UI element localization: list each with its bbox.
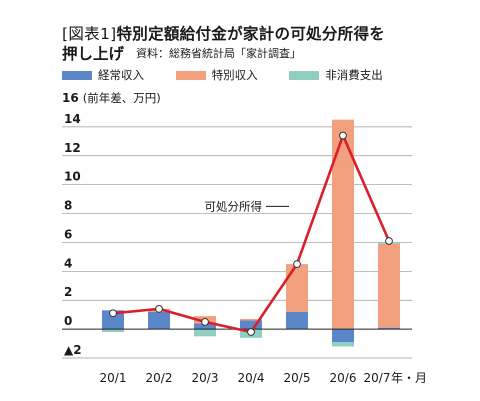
point-disposable-income-20-3	[201, 317, 209, 326]
bar-regular-income-20-7	[378, 327, 400, 330]
point-disposable-income-20-4	[247, 328, 255, 336]
legend-label-special-income: 特別収入	[211, 68, 258, 82]
bar-regular-income-20-4	[240, 320, 262, 330]
y-tick-label-4: 4	[64, 256, 72, 270]
legend-label-non-consumption: 非消費支出	[325, 68, 383, 82]
legend-swatch-special-income	[175, 70, 206, 80]
y-axis-top-label: 16 (前年差、万円)	[62, 91, 161, 105]
y-tick-label-12: 12	[64, 141, 81, 155]
chart-title: [図表1]特別定額給付金が家計の可処分所得を	[62, 22, 385, 44]
y-tick-label-0: 0	[64, 314, 72, 328]
x-tick-label-20-1: 20/1	[100, 371, 127, 385]
bar-regular-income-20-6	[332, 329, 354, 343]
legend-item-non-consumption: 非消費支出	[289, 67, 383, 83]
point-disposable-income-20-5	[293, 260, 301, 269]
y-tick-label-▲2: ▲2	[64, 343, 82, 357]
legend-item-special-income: 特別収入	[175, 67, 258, 83]
legend-swatch-regular-income	[62, 70, 92, 80]
x-tick-label-20-7: 20/7	[364, 371, 391, 385]
bar-non-consumption-20-6	[332, 342, 354, 347]
y-tick-label-10: 10	[64, 170, 81, 184]
point-disposable-income-20-7	[385, 237, 393, 245]
legend-label-regular-income: 経常収入	[98, 68, 144, 82]
y-tick-label-14: 14	[64, 112, 81, 126]
bar-special-income-20-5	[286, 264, 308, 312]
source-note: 資料：総務省統計局「家計調査」	[136, 47, 301, 60]
point-disposable-income-20-6	[339, 131, 347, 140]
figure-number: [図表1]	[62, 25, 117, 43]
bar-special-income-20-7	[378, 243, 400, 328]
x-tick-label-20-5: 20/5	[284, 371, 311, 385]
bar-non-consumption-20-3	[194, 329, 216, 337]
point-disposable-income-20-2	[155, 304, 163, 313]
bar-regular-income-20-1	[102, 310, 124, 330]
bar-regular-income-20-2	[148, 311, 170, 330]
y-tick-label-6: 6	[64, 227, 72, 241]
y-tick-label-top: 16	[62, 91, 79, 105]
point-disposable-income-20-1	[109, 309, 117, 318]
legend-item-regular-income: 経常収入	[62, 67, 144, 83]
bar-non-consumption-20-1	[102, 329, 124, 332]
chart-title-line2: 押し上げ	[62, 45, 125, 63]
x-tick-label-20-4: 20/4	[238, 371, 265, 385]
title-line1: 特別定額給付金が家計の可処分所得を	[116, 25, 386, 43]
x-tick-label-20-6: 20/6	[330, 371, 357, 385]
x-axis-unit-label: 年・月	[391, 371, 427, 385]
bar-regular-income-20-5	[286, 311, 308, 330]
y-tick-label-8: 8	[64, 199, 72, 213]
bar-special-income-20-4	[240, 319, 262, 321]
legend: 経常収入 特別収入 非消費支出	[62, 67, 411, 83]
legend-swatch-non-consumption	[289, 70, 320, 80]
annotation-disposable-income: 可処分所得	[205, 199, 263, 213]
x-tick-label-20-3: 20/3	[192, 371, 219, 385]
bar-special-income-20-6	[332, 119, 354, 330]
y-tick-label-2: 2	[64, 285, 72, 299]
x-tick-label-20-2: 20/2	[146, 371, 173, 385]
y-axis-unit-label: (前年差、万円)	[83, 91, 161, 105]
bar-regular-income-20-3	[194, 323, 216, 330]
